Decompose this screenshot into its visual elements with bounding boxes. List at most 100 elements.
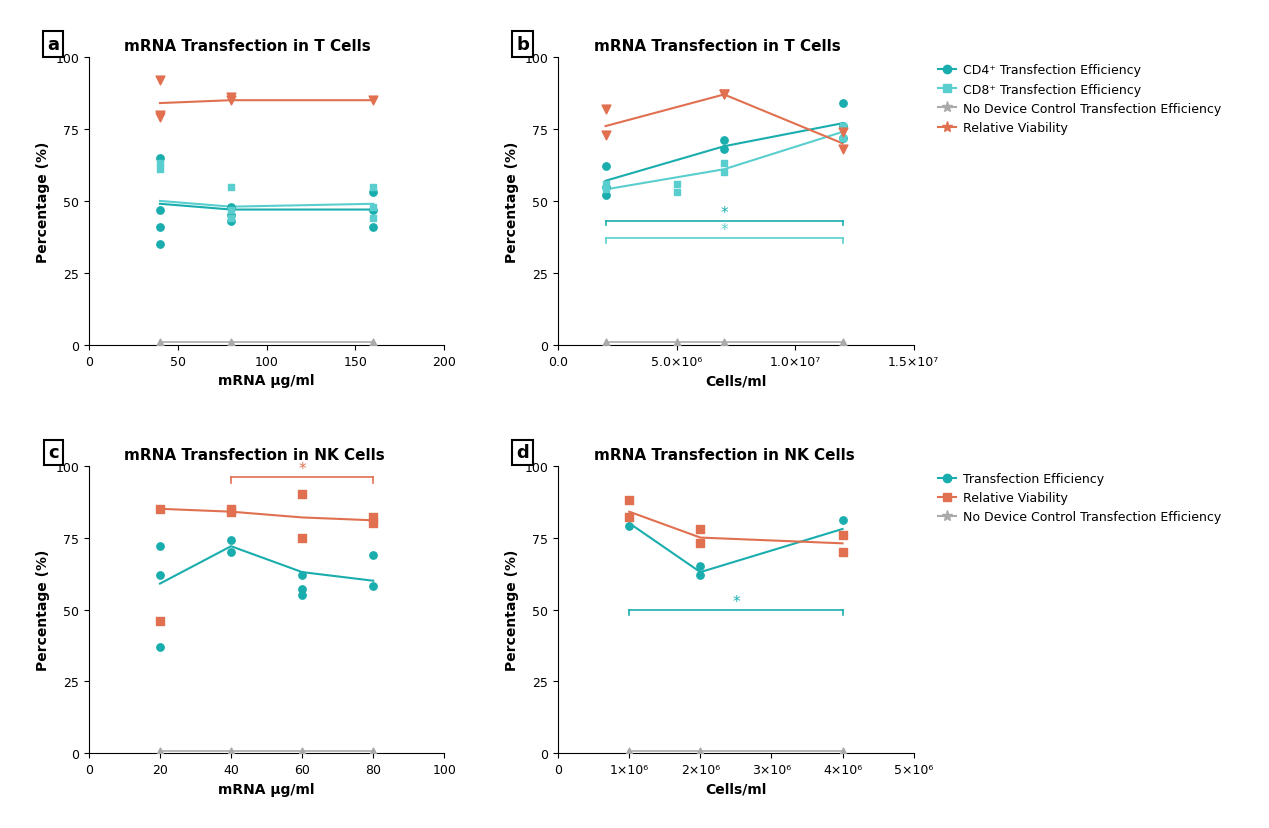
Point: [150, 75, 170, 88]
Point: [832, 120, 853, 133]
Point: [150, 163, 170, 176]
Point: [221, 336, 241, 349]
X-axis label: mRNA µg/ml: mRNA µg/ml: [218, 782, 315, 796]
Text: d: d: [516, 444, 529, 462]
Point: [363, 336, 383, 349]
Text: *: *: [721, 223, 728, 238]
Point: [666, 178, 687, 191]
Legend: Transfection Efficiency, Relative Viability, No Device Control Transfection Effi: Transfection Efficiency, Relative Viabil…: [938, 472, 1221, 524]
Point: [363, 744, 383, 758]
Point: [363, 511, 383, 524]
X-axis label: Cells/ml: Cells/ml: [706, 373, 766, 388]
Legend: CD4⁺ Transfection Efficiency, CD8⁺ Transfection Efficiency, No Device Control Tr: CD4⁺ Transfection Efficiency, CD8⁺ Trans…: [938, 65, 1221, 135]
Point: [832, 98, 853, 111]
Point: [292, 489, 312, 502]
Point: [595, 184, 615, 197]
Point: [832, 132, 853, 145]
Point: [595, 336, 615, 349]
Point: [832, 336, 853, 349]
Point: [150, 569, 170, 582]
Point: [221, 505, 241, 518]
Point: [363, 212, 383, 225]
Point: [832, 132, 853, 145]
Point: [595, 161, 615, 174]
Point: [832, 143, 853, 156]
Point: [832, 744, 853, 758]
Point: [363, 181, 383, 194]
Point: [619, 511, 640, 524]
Point: [595, 181, 615, 194]
Point: [150, 503, 170, 516]
X-axis label: mRNA µg/ml: mRNA µg/ml: [218, 373, 315, 388]
Point: [832, 120, 853, 133]
Text: mRNA Transfection in T Cells: mRNA Transfection in T Cells: [124, 39, 371, 54]
Point: [221, 546, 241, 559]
Point: [714, 143, 735, 156]
Text: mRNA Transfection in NK Cells: mRNA Transfection in NK Cells: [594, 447, 854, 462]
Point: [150, 152, 170, 165]
Point: [150, 744, 170, 758]
Point: [690, 569, 711, 582]
Point: [221, 209, 241, 223]
Point: [221, 212, 241, 225]
Text: *: *: [732, 594, 740, 609]
Point: [595, 178, 615, 191]
Point: [832, 528, 853, 542]
Point: [150, 204, 170, 217]
Point: [595, 190, 615, 203]
Text: c: c: [48, 444, 58, 462]
Point: [292, 589, 312, 602]
Y-axis label: Percentage (%): Percentage (%): [505, 141, 519, 262]
Point: [690, 522, 711, 536]
Point: [714, 135, 735, 148]
Point: [363, 517, 383, 530]
Point: [221, 181, 241, 194]
Point: [150, 238, 170, 252]
Point: [363, 200, 383, 214]
X-axis label: Cells/ml: Cells/ml: [706, 782, 766, 796]
Point: [363, 580, 383, 594]
Point: [714, 166, 735, 180]
Point: [714, 336, 735, 349]
Point: [619, 744, 640, 758]
Point: [832, 514, 853, 527]
Point: [832, 528, 853, 542]
Point: [150, 336, 170, 349]
Point: [714, 89, 735, 102]
Y-axis label: Percentage (%): Percentage (%): [505, 549, 519, 671]
Point: [150, 221, 170, 234]
Point: [690, 560, 711, 573]
Point: [292, 569, 312, 582]
Point: [221, 204, 241, 217]
Point: [292, 583, 312, 596]
Point: [619, 511, 640, 524]
Point: [363, 186, 383, 200]
Point: [619, 494, 640, 508]
Point: [714, 89, 735, 102]
Point: [221, 200, 241, 214]
Text: a: a: [47, 36, 60, 54]
Y-axis label: Percentage (%): Percentage (%): [36, 141, 49, 262]
Point: [150, 157, 170, 171]
Text: *: *: [298, 462, 306, 477]
Point: [221, 744, 241, 758]
Text: *: *: [721, 205, 728, 220]
Point: [666, 186, 687, 200]
Point: [832, 126, 853, 139]
Point: [595, 129, 615, 142]
Point: [714, 157, 735, 171]
Point: [832, 546, 853, 559]
Point: [150, 641, 170, 654]
Point: [221, 503, 241, 516]
Point: [150, 112, 170, 125]
Text: mRNA Transfection in T Cells: mRNA Transfection in T Cells: [594, 39, 840, 54]
Point: [150, 540, 170, 553]
Point: [363, 548, 383, 561]
Point: [221, 92, 241, 105]
Point: [150, 614, 170, 628]
Point: [690, 537, 711, 551]
Point: [595, 103, 615, 116]
Point: [619, 520, 640, 533]
Point: [292, 532, 312, 545]
Point: [666, 336, 687, 349]
